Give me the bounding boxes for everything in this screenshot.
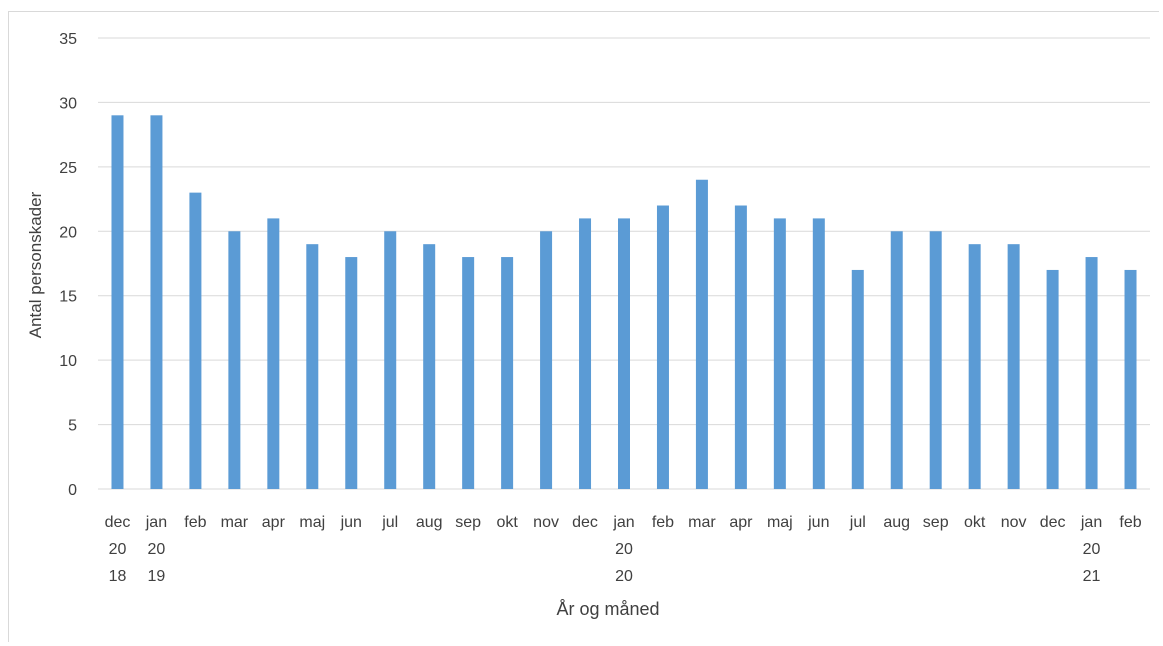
x-tick-label: jul [381, 514, 398, 531]
x-tick-label: 21 [1083, 568, 1101, 585]
bar [734, 205, 747, 489]
x-tick-label: 19 [148, 568, 166, 585]
x-tick-label: mar [221, 514, 249, 531]
bar [1085, 257, 1098, 489]
x-tick-label: jan [1080, 514, 1102, 531]
x-tick-label: aug [883, 514, 910, 531]
bar [267, 218, 280, 489]
bar [540, 231, 553, 490]
x-tick-label: 20 [615, 541, 633, 558]
bar [890, 231, 903, 490]
bar [618, 218, 630, 489]
x-tick-label: jun [807, 514, 829, 531]
x-tick-label: jun [340, 514, 362, 531]
x-tick-label: okt [964, 514, 986, 531]
x-tick-label: mar [688, 514, 716, 531]
y-axis-label: Antal personskader [26, 191, 45, 338]
bars [111, 115, 1137, 490]
bar [1124, 269, 1137, 489]
y-axis-ticks: 0 5 10 15 20 25 30 35 [59, 31, 77, 499]
bar [423, 244, 436, 489]
x-tick-label: dec [572, 514, 598, 531]
bar [189, 192, 202, 489]
x-tick-label: jan [145, 514, 167, 531]
bar [929, 231, 942, 490]
y-tick-label: 30 [59, 95, 77, 112]
bar [111, 115, 124, 490]
bar [773, 218, 786, 489]
x-tick-label: 20 [1083, 541, 1101, 558]
x-tick-label: aug [416, 514, 443, 531]
x-tick-label: sep [923, 514, 949, 531]
x-tick-label: feb [652, 514, 674, 531]
bar [306, 244, 319, 489]
x-tick-label: apr [729, 514, 753, 531]
x-tick-label: maj [299, 514, 325, 531]
x-tick-label: okt [496, 514, 518, 531]
x-tick-label: 20 [615, 568, 633, 585]
bar [1046, 269, 1059, 489]
bar [150, 115, 163, 490]
x-tick-label: feb [1119, 514, 1141, 531]
bar [851, 269, 864, 489]
y-tick-label: 25 [59, 160, 77, 177]
x-tick-label: sep [455, 514, 481, 531]
bar [1007, 244, 1020, 489]
bar [579, 218, 592, 489]
x-tick-label: dec [105, 514, 131, 531]
bar [968, 244, 981, 489]
x-tick-label: dec [1040, 514, 1066, 531]
x-axis-label: År og måned [556, 599, 659, 619]
y-tick-label: 35 [59, 31, 77, 48]
x-tick-label: jul [849, 514, 866, 531]
bar [345, 257, 358, 489]
bar [228, 231, 241, 490]
y-tick-label: 10 [59, 353, 77, 370]
x-tick-label: apr [262, 514, 286, 531]
bar [462, 257, 475, 489]
y-tick-label: 0 [68, 482, 77, 499]
y-tick-label: 5 [68, 418, 77, 435]
bar [501, 257, 514, 489]
bar [695, 179, 708, 489]
bar [656, 205, 669, 489]
x-tick-label: nov [533, 514, 559, 531]
x-tick-label: 18 [109, 568, 127, 585]
bar [812, 218, 825, 489]
y-tick-label: 15 [59, 289, 77, 306]
bar [384, 231, 397, 490]
x-tick-label: nov [1001, 514, 1027, 531]
x-tick-label: jan [612, 514, 634, 531]
x-tick-label: 20 [109, 541, 127, 558]
x-tick-label: feb [184, 514, 206, 531]
x-tick-label: maj [767, 514, 793, 531]
y-tick-label: 20 [59, 224, 77, 241]
chart-frame [8, 11, 1159, 642]
x-tick-label: 20 [148, 541, 166, 558]
